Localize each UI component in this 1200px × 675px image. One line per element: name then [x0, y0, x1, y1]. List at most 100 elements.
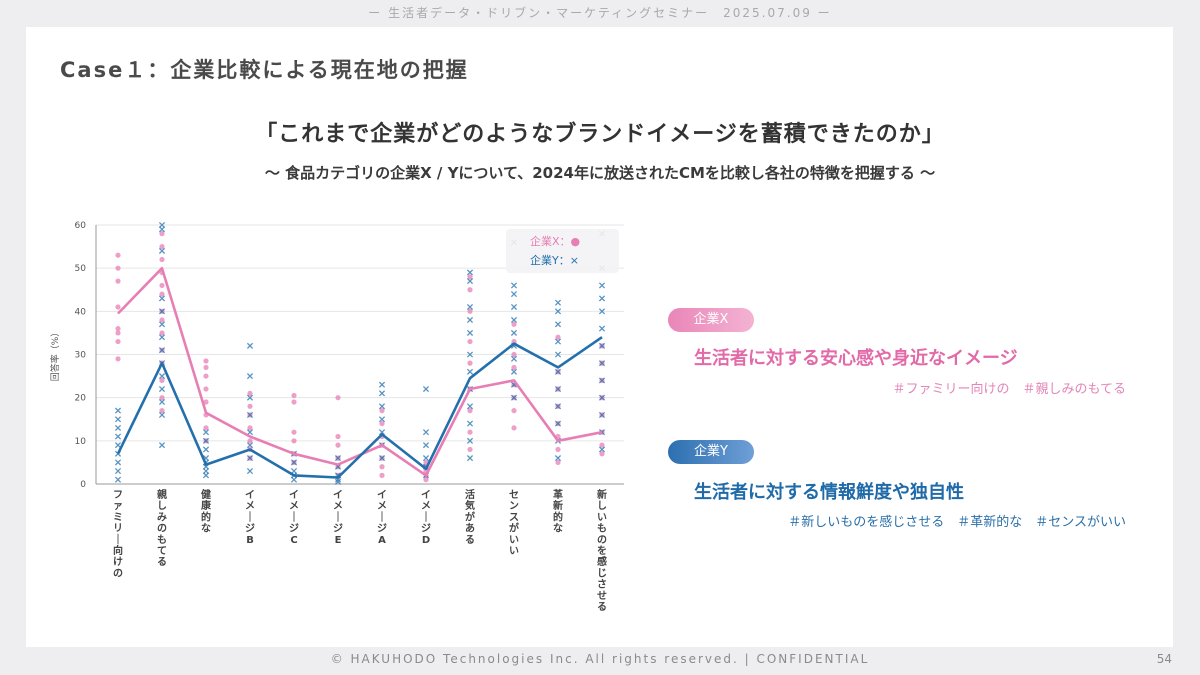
scatter-cross-y: [158, 347, 166, 354]
company-x-badge: 企業X: [668, 308, 754, 332]
scatter-cross-y: [510, 291, 518, 298]
scatter-cross-y: [554, 321, 562, 328]
scatter-cross-y: [554, 385, 562, 393]
page-number: 54: [1156, 652, 1172, 666]
scatter-cross-y: [598, 394, 606, 401]
scatter-cross-y: [598, 360, 606, 367]
slide-panel: [26, 27, 1173, 647]
scatter-cross-y: [598, 308, 606, 315]
y-tick-label: 40: [75, 307, 87, 317]
scatter-dot-x: [467, 338, 473, 345]
scatter-cross-y: [158, 398, 166, 406]
scatter-dot-x: [467, 446, 473, 453]
scatter-cross-y: [334, 478, 342, 485]
scatter-dot-x: [511, 321, 517, 327]
scatter-dot-x: [159, 282, 165, 289]
scatter-cross-y: [378, 429, 386, 436]
legend-box: [506, 229, 619, 273]
scatter-cross-y: [466, 455, 474, 462]
scatter-cross-y: [114, 467, 122, 475]
company-y-tags: ＃新しいものを感じさせる ＃革新的な ＃センスがいい: [788, 515, 1126, 530]
scatter-cross-y: [114, 433, 122, 440]
scatter-dot-x: [291, 392, 297, 399]
slide-headline: 「これまで企業がどのようなブランドイメージを蓄積できたのか」: [255, 122, 945, 147]
scatter-cross-y: [598, 295, 606, 302]
scatter-cross-y: [246, 342, 254, 349]
scatter-cross-y: [290, 476, 298, 483]
scatter-dot-x: [247, 403, 253, 409]
scatter-cross-y: [158, 308, 166, 315]
scatter-dot-x: [159, 395, 165, 401]
scatter-dot-x: [599, 442, 605, 448]
slide-subheadline: ～ 食品カテゴリの企業X / Yについて、2024年に放送されたCMを比較し各社…: [264, 164, 936, 182]
scatter-dot-x: [423, 477, 429, 483]
scatter-cross-y: [466, 351, 474, 358]
scatter-cross-y: [158, 321, 166, 328]
scatter-dot-x: [599, 451, 605, 457]
x-tick-label: イメ｜ジ E: [333, 489, 343, 546]
scatter-cross-y: [378, 390, 386, 397]
scatter-dot-x: [203, 373, 209, 379]
x-tick-label: センスがいい: [509, 489, 520, 557]
scatter-cross-y: [554, 368, 562, 375]
scatter-cross-y: [598, 282, 606, 289]
scatter-cross-y: [554, 338, 562, 345]
scatter-cross-y: [422, 455, 430, 462]
scatter-dot-x: [203, 399, 209, 405]
scatter-dot-x: [291, 429, 297, 435]
series-line-x: [117, 266, 603, 477]
scatter-dot-x: [379, 464, 385, 470]
scatter-dot-x: [203, 364, 209, 371]
y-tick-label: 30: [75, 351, 87, 361]
x-tick-label: イメ｜ジ D: [421, 489, 431, 546]
scatter-dot-x: [247, 438, 253, 444]
scatter-dot-x: [115, 265, 121, 271]
scatter-cross-y: [378, 416, 386, 423]
x-tick-label: 親しみのもてる: [157, 488, 167, 568]
scatter-dot-x: [555, 459, 561, 466]
scatter-dot-x: [467, 429, 473, 435]
company-x-headline: 生活者に対する安心感や身近なイメージ: [694, 348, 1018, 369]
scatter-cross-y: [422, 442, 430, 449]
scatter-cross-y: [598, 411, 606, 418]
scatter-cross-y: [510, 368, 518, 375]
scatter-dot-x: [159, 377, 165, 383]
scatter-dot-x: [511, 338, 517, 345]
scatter-dot-x: [467, 287, 473, 293]
seminar-banner: ー 生活者データ・ドリブン・マーケティングセミナー 2025.07.09 ー: [368, 6, 832, 20]
scatter-cross-y: [598, 446, 606, 453]
scatter-dot-x: [555, 446, 561, 453]
scatter-cross-y: [246, 455, 254, 462]
scatter-cross-y: [466, 329, 474, 336]
scatter-cross-y: [158, 373, 166, 380]
scatter-cross-y: [202, 437, 210, 444]
scatter-cross-y: [114, 416, 122, 423]
case-title: Case１：企業比較による現在地の把握: [60, 58, 469, 82]
scatter-dot-x: [159, 243, 165, 250]
scatter-cross-y: [466, 420, 474, 427]
scatter-dot-x: [115, 326, 121, 332]
scatter-cross-y: [246, 467, 254, 475]
scatter-dot-x: [159, 330, 165, 336]
scatter-dot-x: [511, 408, 517, 414]
scatter-cross-y: [202, 429, 210, 436]
company-y-badge: 企業Y: [668, 440, 754, 464]
scatter-cross-y: [466, 316, 474, 324]
legend-entry-x: 企業X：●: [530, 234, 580, 248]
x-tick-label: 革新的な: [553, 488, 563, 535]
scatter-dot-x: [159, 231, 165, 237]
scatter-dot-x: [203, 425, 209, 431]
scatter-dot-x: [335, 433, 341, 440]
x-tick-label: 活気がある: [464, 488, 476, 546]
scatter-cross-y: [114, 459, 122, 466]
scatter-cross-y: [466, 269, 474, 276]
scatter-dot-x: [467, 308, 473, 314]
x-tick-label: ファミリ｜向けの: [113, 489, 123, 579]
scatter-cross-y: [598, 342, 606, 349]
scatter-cross-y: [378, 381, 386, 388]
scatter-dot-x: [467, 408, 473, 414]
scatter-dot-x: [115, 252, 121, 258]
scatter-dot-x: [467, 274, 473, 280]
scatter-cross-y: [554, 455, 562, 462]
scatter-cross-y: [598, 325, 606, 332]
